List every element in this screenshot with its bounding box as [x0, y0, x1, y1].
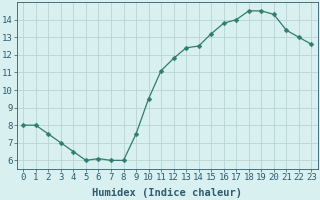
X-axis label: Humidex (Indice chaleur): Humidex (Indice chaleur)	[92, 188, 242, 198]
